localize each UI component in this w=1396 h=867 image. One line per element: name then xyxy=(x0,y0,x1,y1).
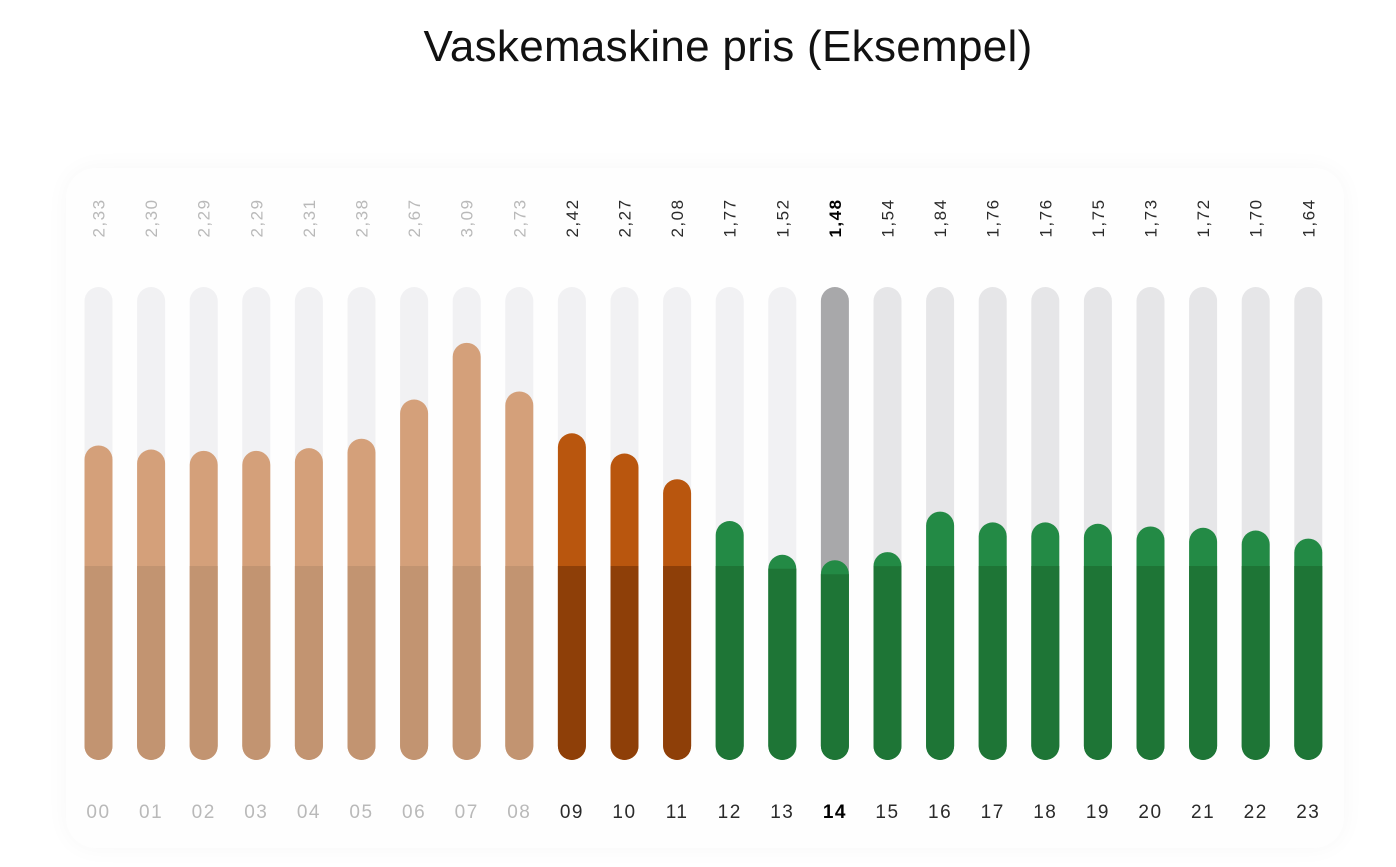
value-label-15: 1,54 xyxy=(879,198,898,237)
bar-base-01 xyxy=(137,566,166,761)
bar-base-09 xyxy=(557,566,586,761)
tick-label-01: 01 xyxy=(139,802,163,823)
bar-base-16 xyxy=(926,566,955,761)
bar-base-23 xyxy=(1294,566,1323,761)
value-label-17: 1,76 xyxy=(984,198,1003,237)
bar-base-12 xyxy=(715,566,744,761)
chart-panel xyxy=(66,168,1344,848)
bar-base-08 xyxy=(505,566,534,761)
tick-label-18: 18 xyxy=(1033,802,1057,823)
bar-base-06 xyxy=(400,566,429,761)
value-label-18: 1,76 xyxy=(1036,198,1055,237)
bar-base-19 xyxy=(1083,566,1112,761)
tick-label-05: 05 xyxy=(349,802,373,823)
chart-title: Vaskemaskine pris (Eksempel) xyxy=(423,22,1033,71)
tick-label-15: 15 xyxy=(875,802,899,823)
value-label-20: 1,73 xyxy=(1142,198,1161,237)
tick-label-08: 08 xyxy=(507,802,531,823)
bar-base-03 xyxy=(242,566,271,760)
value-label-16: 1,84 xyxy=(931,198,950,237)
value-label-19: 1,75 xyxy=(1089,198,1108,237)
tick-label-02: 02 xyxy=(192,802,216,823)
tick-label-09: 09 xyxy=(560,802,584,823)
bar-base-15 xyxy=(873,566,902,761)
bar-base-13 xyxy=(768,568,797,761)
value-label-09: 2,42 xyxy=(563,198,582,237)
tick-label-03: 03 xyxy=(244,802,268,823)
tick-label-13: 13 xyxy=(770,802,794,823)
bar-base-07 xyxy=(452,566,481,761)
bar-base-20 xyxy=(1136,566,1165,761)
value-label-13: 1,52 xyxy=(773,198,792,237)
price-bars xyxy=(84,342,1323,761)
bar-base-05 xyxy=(347,566,376,761)
value-label-14: 1,48 xyxy=(826,198,845,237)
tick-label-10: 10 xyxy=(612,802,636,823)
bar-base-00 xyxy=(84,566,113,761)
tick-label-11: 11 xyxy=(666,802,689,823)
value-label-06: 2,67 xyxy=(405,198,424,237)
value-label-23: 1,64 xyxy=(1299,198,1318,237)
tick-label-14: 14 xyxy=(823,802,847,823)
bar-base-14 xyxy=(820,574,849,761)
value-label-21: 1,72 xyxy=(1194,198,1213,237)
value-label-03: 2,29 xyxy=(247,198,266,237)
bar-base-10 xyxy=(610,566,639,761)
value-label-04: 2,31 xyxy=(300,198,319,237)
tick-label-07: 07 xyxy=(455,802,479,823)
value-label-01: 2,30 xyxy=(142,198,161,237)
bar-base-04 xyxy=(294,566,323,761)
hour-tick-labels: 00 01 02 03 04 05 06 07 08 09 10 11 12 13 14 15 16 17 18 19… xyxy=(86,802,1320,823)
tick-label-16: 16 xyxy=(928,802,952,823)
tick-label-12: 12 xyxy=(718,802,742,823)
value-label-10: 2,27 xyxy=(616,198,635,237)
tick-label-00: 00 xyxy=(86,802,110,823)
bar-base-17 xyxy=(978,566,1007,761)
tick-label-20: 20 xyxy=(1138,802,1162,823)
bar-base-11 xyxy=(663,566,692,761)
tick-label-17: 17 xyxy=(981,802,1005,823)
tick-label-19: 19 xyxy=(1086,802,1110,823)
value-label-00: 2,33 xyxy=(90,198,109,237)
value-label-02: 2,29 xyxy=(195,198,214,237)
value-label-22: 1,70 xyxy=(1247,198,1266,237)
bar-base-22 xyxy=(1241,566,1270,761)
bar-base-21 xyxy=(1189,566,1218,761)
value-label-12: 1,77 xyxy=(721,198,740,237)
bar-base-02 xyxy=(189,566,218,761)
tick-label-06: 06 xyxy=(402,802,426,823)
tick-label-04: 04 xyxy=(297,802,321,823)
tick-label-21: 21 xyxy=(1191,802,1215,823)
tick-label-23: 23 xyxy=(1296,802,1320,823)
value-label-11: 2,08 xyxy=(668,198,687,237)
value-label-05: 2,38 xyxy=(353,198,372,237)
value-labels: 2,33 2,30 2,29 2,29 2,31 2,38 2,67 3,09 2,73 2,42… xyxy=(90,198,1319,237)
value-label-07: 3,09 xyxy=(458,198,477,237)
tick-label-22: 22 xyxy=(1244,802,1268,823)
value-label-08: 2,73 xyxy=(510,198,529,237)
bar-base-18 xyxy=(1031,566,1060,761)
